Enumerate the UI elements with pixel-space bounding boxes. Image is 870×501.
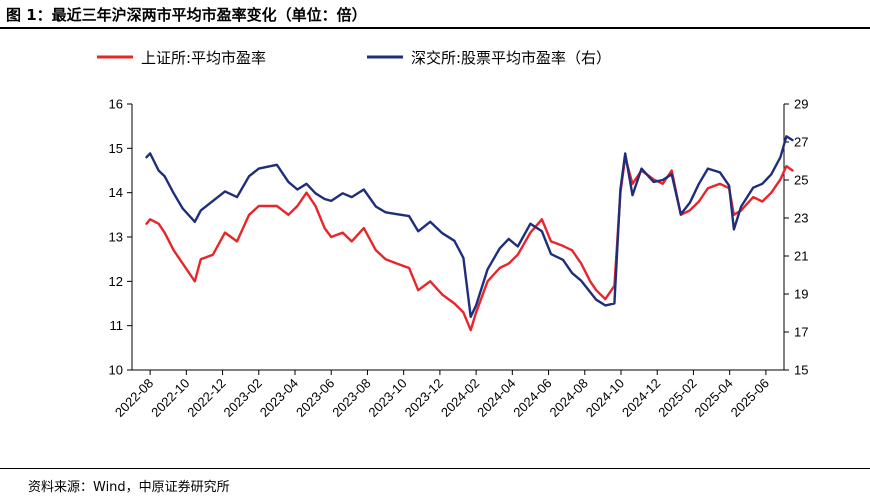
left-axis-ticks: 10 11 12 13 14 15 16: [109, 97, 132, 378]
right-tick-label: 19: [794, 287, 808, 302]
x-tick-label: 2025-02: [655, 376, 699, 420]
x-tick-label: 2023-04: [257, 376, 301, 420]
x-tick-label: 2022-10: [148, 376, 192, 420]
right-tick-label: 15: [794, 363, 808, 378]
right-tick-label: 27: [794, 135, 808, 150]
left-tick-label: 13: [109, 230, 123, 245]
series-layer: [145, 135, 794, 332]
left-tick-label: 15: [109, 141, 123, 156]
x-tick-label: 2025-04: [691, 376, 735, 420]
chart-legend: 上证所:平均市盈率 深交所:股票平均市盈率（右）: [97, 49, 611, 67]
legend-label-shanghai: 上证所:平均市盈率: [141, 49, 266, 67]
left-tick-label: 11: [110, 318, 124, 333]
series-line-shenzhen: [145, 135, 794, 318]
x-tick-label: 2023-06: [293, 376, 337, 420]
right-tick-label: 23: [794, 211, 808, 226]
x-tick-label: 2022-12: [184, 376, 228, 420]
x-axis-ticks: 2022-082022-102022-122023-022023-042023-…: [112, 370, 772, 420]
x-tick-label: 2024-04: [474, 376, 518, 420]
x-tick-label: 2024-10: [583, 376, 627, 420]
x-tick-label: 2024-08: [547, 376, 591, 420]
left-tick-label: 10: [109, 363, 123, 378]
right-axis-ticks: 15 17 19 21 23 25 27 29: [784, 97, 808, 378]
left-tick-label: 16: [109, 97, 123, 112]
x-tick-label: 2024-12: [619, 376, 663, 420]
x-tick-label: 2024-02: [438, 376, 482, 420]
pe-ratio-chart: 上证所:平均市盈率 深交所:股票平均市盈率（右） 10 11 12 13 14 15 16 1…: [97, 49, 808, 420]
left-tick-label: 14: [109, 185, 123, 200]
x-tick-label: 2025-06: [728, 376, 772, 420]
right-tick-label: 17: [794, 325, 808, 340]
x-tick-label: 2022-08: [112, 376, 156, 420]
source-note: 资料来源：Wind，中原证券研究所: [28, 480, 230, 495]
title-divider: [0, 27, 870, 29]
x-tick-label: 2024-06: [510, 376, 554, 420]
figure-title: 图 1：最近三年沪深两市平均市盈率变化（单位：倍）: [6, 6, 367, 24]
legend-label-shenzhen: 深交所:股票平均市盈率（右）: [411, 49, 611, 67]
left-tick-label: 12: [109, 274, 123, 289]
right-tick-label: 29: [794, 97, 808, 112]
source-divider: [0, 468, 870, 469]
x-tick-label: 2023-12: [402, 376, 446, 420]
x-tick-label: 2023-08: [329, 376, 373, 420]
series-line-shanghai: [145, 155, 794, 332]
right-tick-label: 21: [794, 249, 808, 264]
x-tick-label: 2023-02: [221, 376, 265, 420]
right-tick-label: 25: [794, 173, 808, 188]
x-tick-label: 2023-10: [365, 376, 409, 420]
